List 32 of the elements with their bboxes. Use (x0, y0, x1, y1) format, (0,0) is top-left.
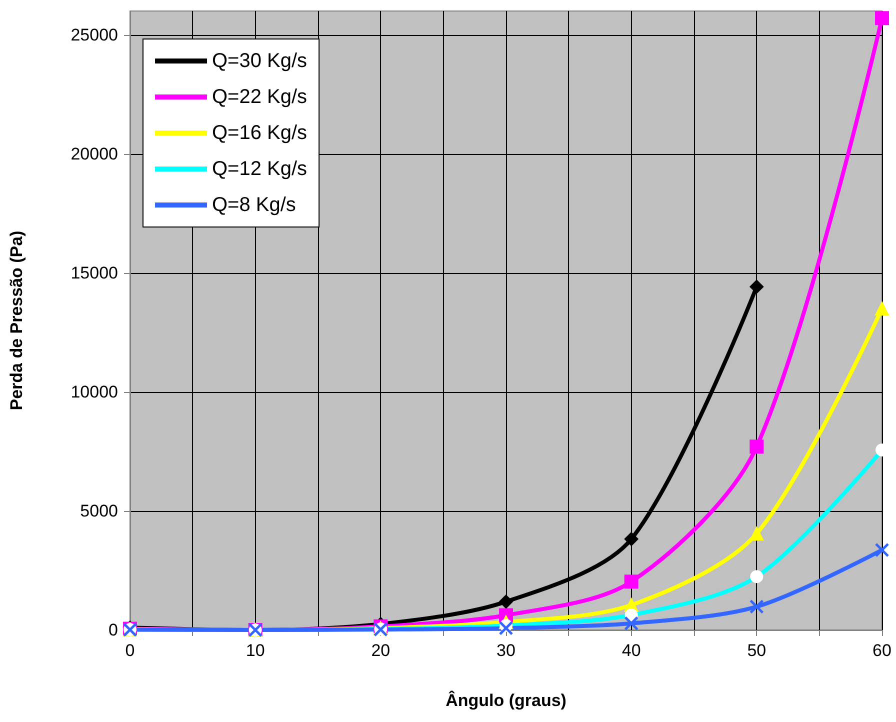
point (875, 302, 889, 316)
x-tick-label: 40 (622, 641, 641, 660)
legend-label: Q=8 Kg/s (212, 194, 296, 216)
x-tick-label: 0 (125, 641, 135, 660)
y-tick-label: 25000 (70, 25, 118, 44)
y-tick-label: 20000 (70, 144, 118, 164)
x-tick-label: 50 (747, 641, 766, 660)
y-tick-label: 15000 (70, 263, 118, 282)
point (624, 532, 638, 546)
legend-label: Q=30 Kg/s (212, 50, 308, 72)
point (499, 594, 513, 609)
x-tick-label: 10 (246, 641, 265, 660)
point (624, 616, 639, 631)
legend-label: Q=22 Kg/s (212, 86, 308, 108)
legend-label: Q=16 Kg/s (212, 122, 308, 144)
y-tick-label: 5000 (80, 501, 118, 520)
point (498, 620, 514, 636)
x-tick-label: 20 (371, 641, 390, 660)
point (875, 11, 889, 26)
x-axis-title: Ângulo (graus) (446, 690, 566, 710)
point (750, 280, 764, 294)
point (750, 526, 764, 541)
y-axis-title: Perda de Pressão (Pa) (7, 230, 26, 410)
legend-label: Q=12 Kg/s (212, 158, 308, 180)
point (749, 599, 764, 614)
y-tick-label: 10000 (70, 382, 118, 402)
y-tick-label: 0 (108, 620, 118, 640)
point (750, 440, 764, 454)
x-tick-label: 60 (872, 641, 892, 660)
point (624, 574, 638, 589)
point (874, 542, 890, 558)
x-tick-label: 30 (496, 641, 516, 660)
